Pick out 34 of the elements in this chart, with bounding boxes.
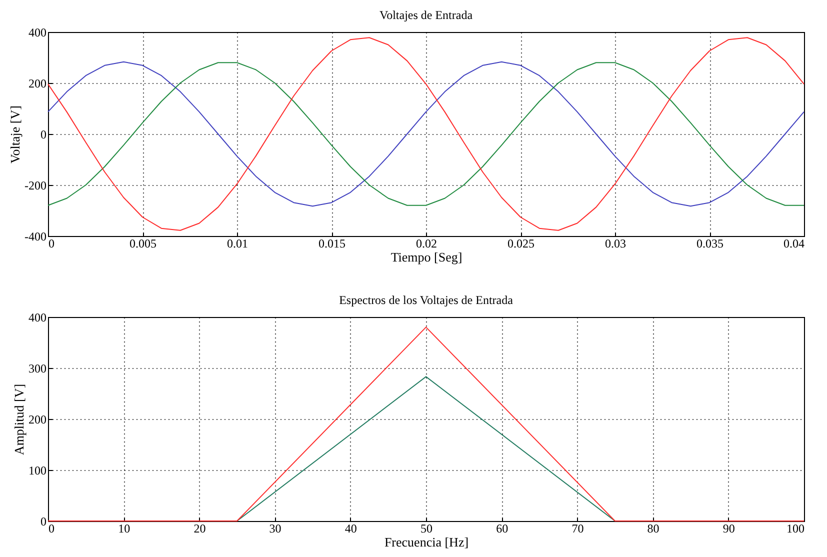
x-tick-label: 0.04	[784, 236, 804, 250]
y-tick-label: 200	[28, 412, 46, 426]
y-tick-label: 400	[28, 26, 46, 40]
y-axis-title: Voltaje [V]	[8, 106, 23, 164]
x-tick-label: 80	[647, 522, 660, 536]
y-tick-label: 400	[28, 310, 46, 324]
y-tick-label: -200	[24, 178, 46, 192]
x-tick-label: 40	[344, 522, 357, 536]
x-tick-label: 90	[722, 522, 735, 536]
y-tick-label: 200	[28, 76, 46, 90]
x-axis-title: Frecuencia [Hz]	[384, 534, 469, 550]
chart-title: Espectros de los Voltajes de Entrada	[339, 293, 514, 307]
x-tick-label: 0.02	[416, 236, 437, 250]
x-axis-title: Tiempo [Seg]	[390, 250, 462, 264]
y-tick-label: 300	[28, 362, 46, 376]
x-tick-label: 0.01	[227, 236, 248, 250]
chart-title: Voltajes de Entrada	[379, 8, 474, 22]
y-axis-title: Amplitud [V]	[12, 384, 26, 456]
x-tick-label: 0.035	[696, 236, 724, 250]
x-tick-label: 0.005	[130, 236, 156, 250]
x-tick-label: 100	[786, 522, 804, 536]
x-tick-label: 70	[572, 522, 584, 536]
x-tick-label: 0.025	[508, 236, 534, 250]
x-tick-label: 0.03	[605, 236, 626, 250]
x-tick-label: 60	[496, 522, 508, 536]
y-tick-label: 100	[28, 464, 46, 478]
x-tick-label: 20	[194, 522, 206, 536]
x-tick-label: 50	[420, 522, 432, 536]
line-series	[48, 37, 804, 231]
y-tick-label: -400	[24, 230, 46, 244]
y-tick-label: 0	[40, 128, 46, 142]
x-tick-label: 30	[269, 522, 282, 536]
x-tick-label: 10	[118, 522, 130, 536]
x-tick-label: 0.015	[318, 236, 346, 250]
